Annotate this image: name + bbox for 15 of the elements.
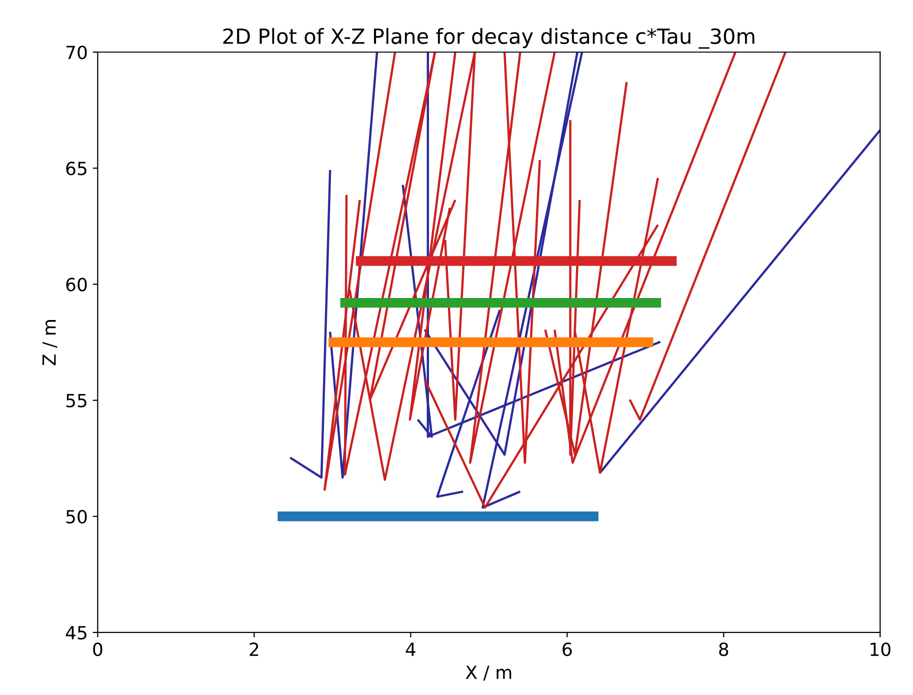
x-tick-label: 2: [250, 642, 258, 656]
x-tick-label: 8: [719, 642, 728, 656]
x-tick-label: 6: [562, 642, 572, 656]
y-tick-label: 50: [66, 510, 87, 524]
y-axis-title: Z / m: [42, 320, 58, 366]
x-tick-label: 4: [406, 642, 416, 656]
x-axis-title: X / m: [466, 666, 512, 681]
y-tick-label: 45: [66, 626, 86, 640]
y-tick-label: 65: [66, 162, 86, 176]
x-tick-label: 0: [93, 642, 102, 656]
y-tick-label: 70: [66, 46, 87, 60]
chart-title: 2D Plot of X-Z Plane for decay distance c*Tau _30m: [223, 28, 754, 49]
x-tick-label: 10: [870, 642, 890, 656]
y-tick-label: 60: [66, 278, 87, 292]
y-tick-label: 55: [66, 394, 86, 408]
